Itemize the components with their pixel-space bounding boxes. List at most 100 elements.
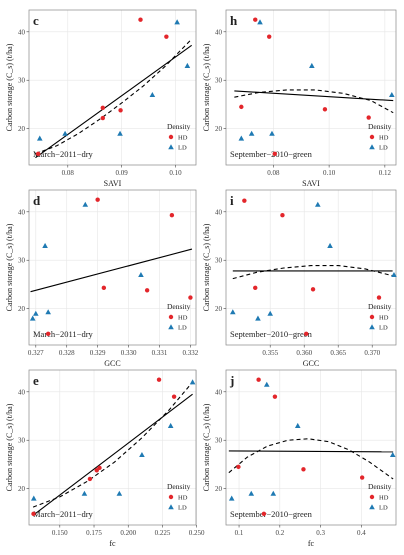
hd-point <box>35 151 41 157</box>
legend-title: Density <box>368 302 392 311</box>
x-tick-label: 0.10 <box>169 169 182 177</box>
hd-point <box>188 295 193 300</box>
plot-frame <box>28 9 197 166</box>
legend: Density HD LD <box>368 122 392 152</box>
panel-h: 0.08 0.10 0.12 20 30 40 SAVI Carbon storage (C_… <box>202 9 397 188</box>
y-tick-label: 40 <box>18 208 26 216</box>
ld-point <box>270 490 277 496</box>
legend-ld-marker <box>168 324 174 330</box>
ld-point <box>174 19 180 25</box>
x-axis-title: fc <box>308 539 315 548</box>
legend: Density HD LD <box>167 482 191 512</box>
ld-point <box>82 201 89 207</box>
ld-point <box>81 490 88 496</box>
x-tick-label: 0.08 <box>62 169 75 177</box>
ld-point <box>257 19 263 25</box>
hd-point <box>95 197 100 202</box>
legend: Density HD LD <box>167 122 191 152</box>
hd-point <box>171 394 177 399</box>
x-tick-label: 0.10 <box>323 169 336 177</box>
ld-point <box>238 135 245 141</box>
x-tick-label: 0.09 <box>116 169 129 177</box>
x-tick-label: 0.225 <box>155 529 171 537</box>
legend-label-ld: LD <box>178 325 187 332</box>
ld-point <box>62 130 68 136</box>
y-tick-label: 30 <box>215 437 223 445</box>
hd-point <box>239 104 244 110</box>
y-tick-label: 20 <box>215 485 223 493</box>
legend-label-hd: HD <box>178 495 188 502</box>
hd-point <box>253 285 258 291</box>
ld-point <box>248 490 255 496</box>
hd-point <box>376 295 382 300</box>
ld-point <box>389 91 395 98</box>
hd-point <box>242 198 247 203</box>
y-tick-label: 30 <box>18 437 26 445</box>
y-tick-label: 30 <box>18 257 26 265</box>
x-axis-title: GCC <box>104 359 120 368</box>
x-tick-label: 0.3 <box>316 529 325 537</box>
panel-c: 0.08 0.09 0.10 20 30 40 SAVI Carbon storage (C_… <box>5 9 197 188</box>
hd-point <box>256 377 261 382</box>
plot-frame <box>225 9 397 166</box>
x-tick-label: 0.355 <box>262 349 278 357</box>
ld-point <box>29 315 36 321</box>
hd-point <box>366 115 371 120</box>
ld-point <box>309 62 315 68</box>
hd-point <box>169 212 175 218</box>
hd-point <box>301 467 306 472</box>
y-axis-title: Carbon storage (C_s) (t/ha) <box>5 403 14 491</box>
plot-frame <box>28 369 197 526</box>
x-tick-label: 0.330 <box>121 349 137 357</box>
y-tick-label: 20 <box>215 305 223 313</box>
hd-point <box>322 107 328 112</box>
plot-frame <box>225 369 397 526</box>
panel-annotation: March−2011−dry <box>33 329 94 339</box>
panel-letter: e <box>33 373 39 388</box>
hd-point <box>359 475 365 480</box>
quadratic-fit-line <box>35 38 193 155</box>
legend-hd-marker <box>369 314 375 320</box>
legend: Density HD LD <box>368 482 392 512</box>
y-tick-label: 20 <box>18 125 26 133</box>
x-tick-label: 0.331 <box>152 349 168 357</box>
y-axis-title: Carbon storage (C_s) (t/ha) <box>202 403 211 491</box>
y-tick-label: 30 <box>215 257 223 265</box>
x-tick-label: 0.175 <box>86 529 102 537</box>
hd-point <box>87 476 93 482</box>
linear-fit-line <box>30 248 193 293</box>
panel-letter: i <box>230 193 234 208</box>
ld-point <box>389 451 396 458</box>
hd-point <box>100 115 106 121</box>
x-tick-label: 0.08 <box>267 169 280 177</box>
y-tick-label: 40 <box>215 208 223 216</box>
hd-point <box>31 511 36 517</box>
hd-point <box>164 34 169 39</box>
ld-point <box>267 310 273 316</box>
ld-point <box>149 91 156 98</box>
quadratic-fit-line <box>232 265 393 280</box>
x-tick-label: 0.4 <box>357 529 366 537</box>
legend-hd-marker <box>369 494 375 500</box>
legend-hd-marker <box>168 314 174 320</box>
quadratic-fit-line <box>228 438 394 480</box>
panel-j: 0.1 0.2 0.3 0.4 20 30 40 fc Carbon storage (C_s)… <box>202 369 397 548</box>
ld-point <box>116 490 123 496</box>
legend-label-ld: LD <box>379 145 388 152</box>
legend-label-hd: HD <box>379 315 389 322</box>
x-tick-label: 0.328 <box>59 349 75 357</box>
y-tick-label: 30 <box>215 77 223 85</box>
x-tick-label: 0.327 <box>28 349 44 357</box>
panel-letter: j <box>229 373 234 388</box>
ld-point <box>117 130 123 136</box>
x-tick-label: 0.1 <box>235 529 244 537</box>
panel-annotation: March−2011−dry <box>33 509 94 519</box>
legend-hd-marker <box>369 134 375 140</box>
ld-point <box>189 379 196 385</box>
y-tick-label: 20 <box>215 125 223 133</box>
hd-point <box>138 17 143 22</box>
legend-label-ld: LD <box>379 325 388 332</box>
x-axis-title: GCC <box>303 359 319 368</box>
